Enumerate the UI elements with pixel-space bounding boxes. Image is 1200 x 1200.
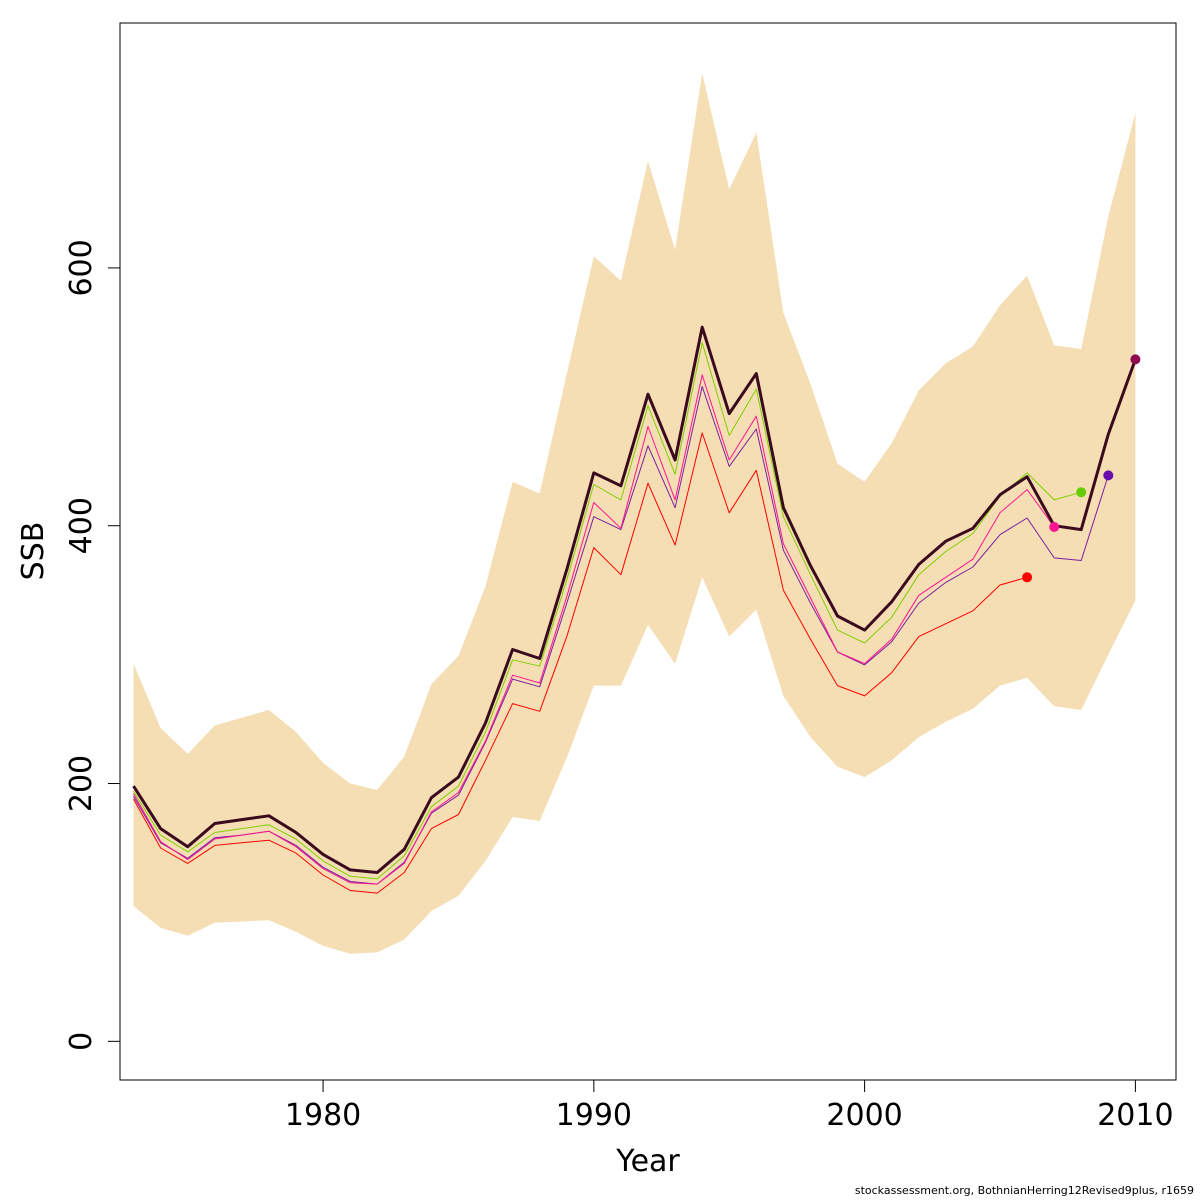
footer-credit: stockassessment.org, BothnianHerring12Re… bbox=[854, 1184, 1194, 1197]
x-tick-label: 1990 bbox=[556, 1098, 632, 1133]
y-tick-label: 0 bbox=[64, 1032, 99, 1051]
confidence-band-layer bbox=[133, 73, 1136, 954]
y-tick-label: 200 bbox=[64, 755, 99, 812]
series-line-5 bbox=[133, 432, 1028, 894]
series-line-1 bbox=[132, 325, 1137, 874]
series-end-point-3 bbox=[1103, 470, 1114, 481]
series-line-3 bbox=[133, 386, 1109, 885]
x-tick-label: 2010 bbox=[1097, 1098, 1173, 1133]
series-layer bbox=[132, 325, 1137, 894]
series-end-point-5 bbox=[1022, 572, 1033, 583]
series-end-point-1 bbox=[1130, 354, 1141, 365]
y-axis: 0 200 400 600 bbox=[64, 239, 121, 1051]
series-line-2 bbox=[133, 342, 1082, 880]
y-axis-title: SSB bbox=[16, 522, 51, 581]
series-end-point-4 bbox=[1049, 522, 1060, 532]
x-tick-label: 2000 bbox=[826, 1098, 902, 1133]
series-end-point-2 bbox=[1076, 487, 1087, 498]
x-axis-title: Year bbox=[615, 1144, 680, 1179]
y-tick-label: 400 bbox=[64, 497, 99, 554]
x-tick-label: 1980 bbox=[285, 1098, 361, 1133]
x-axis: 1980 1990 2000 2010 bbox=[285, 1079, 1174, 1133]
series-line-4 bbox=[133, 374, 1055, 885]
y-tick-label: 600 bbox=[64, 239, 99, 296]
end-points-layer bbox=[1022, 354, 1141, 583]
confidence-band bbox=[133, 73, 1136, 954]
